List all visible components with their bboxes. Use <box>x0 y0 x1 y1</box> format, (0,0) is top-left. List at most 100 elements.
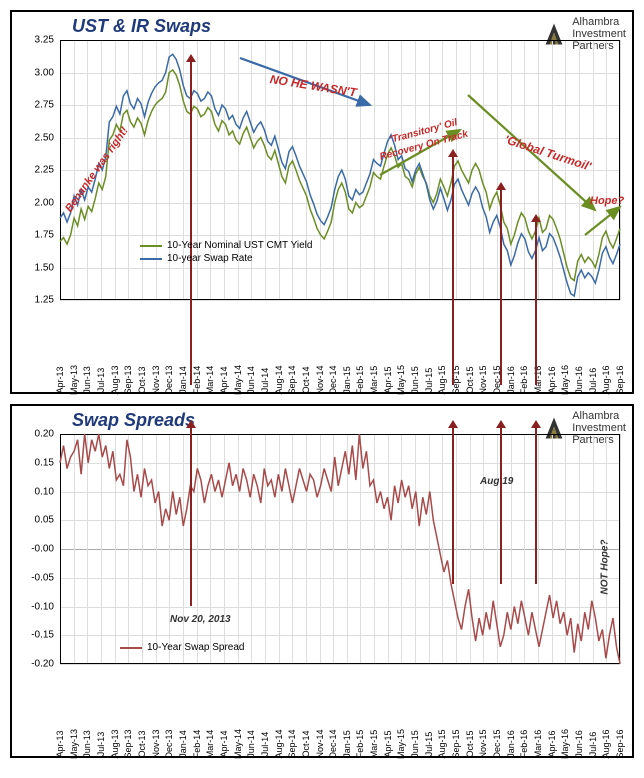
x-tick: May-15 <box>396 365 406 395</box>
x-tick: Apr-13 <box>55 366 65 393</box>
y-axis: 1.251.501.752.002.252.502.753.003.25 <box>20 40 56 300</box>
plot-area: 1.251.501.752.002.252.502.753.003.25Apr-… <box>60 40 620 300</box>
y-tick: -0.00 <box>31 544 54 555</box>
x-tick: Apr-14 <box>219 730 229 757</box>
y-tick: -0.10 <box>31 601 54 612</box>
y-tick: 1.50 <box>35 262 54 273</box>
x-tick: Oct-15 <box>465 366 475 393</box>
x-tick: Jul-16 <box>588 368 598 393</box>
y-tick: -0.20 <box>31 659 54 670</box>
x-tick: Sep-16 <box>615 729 625 758</box>
x-tick: Nov-13 <box>151 365 161 394</box>
x-tick: Nov-15 <box>478 365 488 394</box>
chart-title: Swap Spreads <box>72 410 195 431</box>
y-tick: 3.00 <box>35 67 54 78</box>
y-tick: 2.50 <box>35 132 54 143</box>
vertical-arrow <box>452 155 454 385</box>
x-tick: Nov-14 <box>315 365 325 394</box>
x-tick: Nov-15 <box>478 729 488 758</box>
y-tick: 2.00 <box>35 197 54 208</box>
x-tick: Sep-13 <box>123 729 133 758</box>
x-tick: Apr-14 <box>219 366 229 393</box>
x-tick: Apr-16 <box>547 366 557 393</box>
y-tick: 1.25 <box>35 295 54 306</box>
x-tick: Mar-15 <box>369 366 379 395</box>
vertical-arrow <box>500 188 502 385</box>
vertical-arrow <box>535 426 537 584</box>
x-tick: Oct-13 <box>137 366 147 393</box>
y-axis: -0.20-0.15-0.10-0.05-0.000.050.100.150.2… <box>20 434 56 664</box>
x-tick: Jun-16 <box>574 366 584 394</box>
x-tick: Jun-14 <box>246 366 256 394</box>
chart-title: UST & IR Swaps <box>72 16 211 37</box>
x-tick: Jul-15 <box>424 732 434 757</box>
x-tick: Jul-16 <box>588 732 598 757</box>
x-tick: Nov-14 <box>315 729 325 758</box>
x-tick: Jul-14 <box>260 732 270 757</box>
x-tick: Jul-13 <box>96 732 106 757</box>
y-tick: 0.10 <box>35 486 54 497</box>
y-tick: 3.25 <box>35 35 54 46</box>
x-tick: Jul-13 <box>96 368 106 393</box>
plot-area: -0.20-0.15-0.10-0.05-0.000.050.100.150.2… <box>60 434 620 664</box>
x-tick: Jan-15 <box>342 366 352 394</box>
x-tick: Dec-13 <box>164 365 174 394</box>
vertical-arrow <box>190 60 192 385</box>
x-tick: Aug-13 <box>110 365 120 394</box>
x-tick: May-15 <box>396 729 406 759</box>
x-tick: Nov-13 <box>151 729 161 758</box>
x-tick: Oct-14 <box>301 730 311 757</box>
x-tick: Oct-15 <box>465 730 475 757</box>
legend-item: 10-Year Nominal UST CMT Yield <box>140 240 312 251</box>
x-tick: May-13 <box>69 729 79 759</box>
x-tick: Feb-15 <box>355 730 365 759</box>
x-tick: May-16 <box>560 365 570 395</box>
x-tick: Apr-15 <box>383 730 393 757</box>
x-tick: Jun-16 <box>574 730 584 758</box>
x-tick: Aug-13 <box>110 729 120 758</box>
y-tick: 2.25 <box>35 165 54 176</box>
x-tick: Aug-15 <box>437 729 447 758</box>
x-tick: Jun-13 <box>82 366 92 394</box>
x-axis: Apr-13May-13Jun-13Jul-13Aug-13Sep-13Oct-… <box>60 669 620 749</box>
x-tick: Feb-15 <box>355 366 365 395</box>
x-tick: Dec-14 <box>328 729 338 758</box>
legend-item: 10-Year Swap Spread <box>120 642 244 653</box>
x-tick: Sep-14 <box>287 365 297 394</box>
x-tick: Oct-13 <box>137 730 147 757</box>
y-tick: 1.75 <box>35 230 54 241</box>
x-tick: Sep-14 <box>287 729 297 758</box>
x-tick: May-13 <box>69 365 79 395</box>
x-tick: Jan-14 <box>178 366 188 394</box>
x-tick: Aug-15 <box>437 365 447 394</box>
x-tick: Aug-16 <box>601 729 611 758</box>
annotation: Aug 19 <box>480 476 513 487</box>
vertical-arrow <box>535 220 537 385</box>
x-tick: May-14 <box>233 365 243 395</box>
x-tick: Mar-14 <box>205 730 215 759</box>
y-tick: -0.05 <box>31 572 54 583</box>
x-tick: Aug-14 <box>274 365 284 394</box>
x-tick: Oct-14 <box>301 366 311 393</box>
x-tick: Jan-16 <box>506 730 516 758</box>
y-tick: 0.20 <box>35 429 54 440</box>
x-tick: Jul-15 <box>424 368 434 393</box>
x-tick: May-16 <box>560 729 570 759</box>
x-tick: Feb-16 <box>519 366 529 395</box>
x-tick: Feb-14 <box>192 366 202 395</box>
x-tick: Jan-16 <box>506 366 516 394</box>
vertical-arrow <box>190 426 192 606</box>
y-tick: -0.15 <box>31 630 54 641</box>
x-tick: Jun-13 <box>82 730 92 758</box>
x-tick: Dec-14 <box>328 365 338 394</box>
legend-item: 10-year Swap Rate <box>140 253 312 264</box>
y-tick: 0.05 <box>35 515 54 526</box>
x-tick: Apr-15 <box>383 366 393 393</box>
x-tick: Jun-15 <box>410 366 420 394</box>
x-tick: Feb-14 <box>192 730 202 759</box>
x-tick: Jul-14 <box>260 368 270 393</box>
x-tick: Jun-15 <box>410 730 420 758</box>
x-tick: Mar-16 <box>533 730 543 759</box>
x-tick: Apr-13 <box>55 730 65 757</box>
x-tick: Jan-14 <box>178 730 188 758</box>
